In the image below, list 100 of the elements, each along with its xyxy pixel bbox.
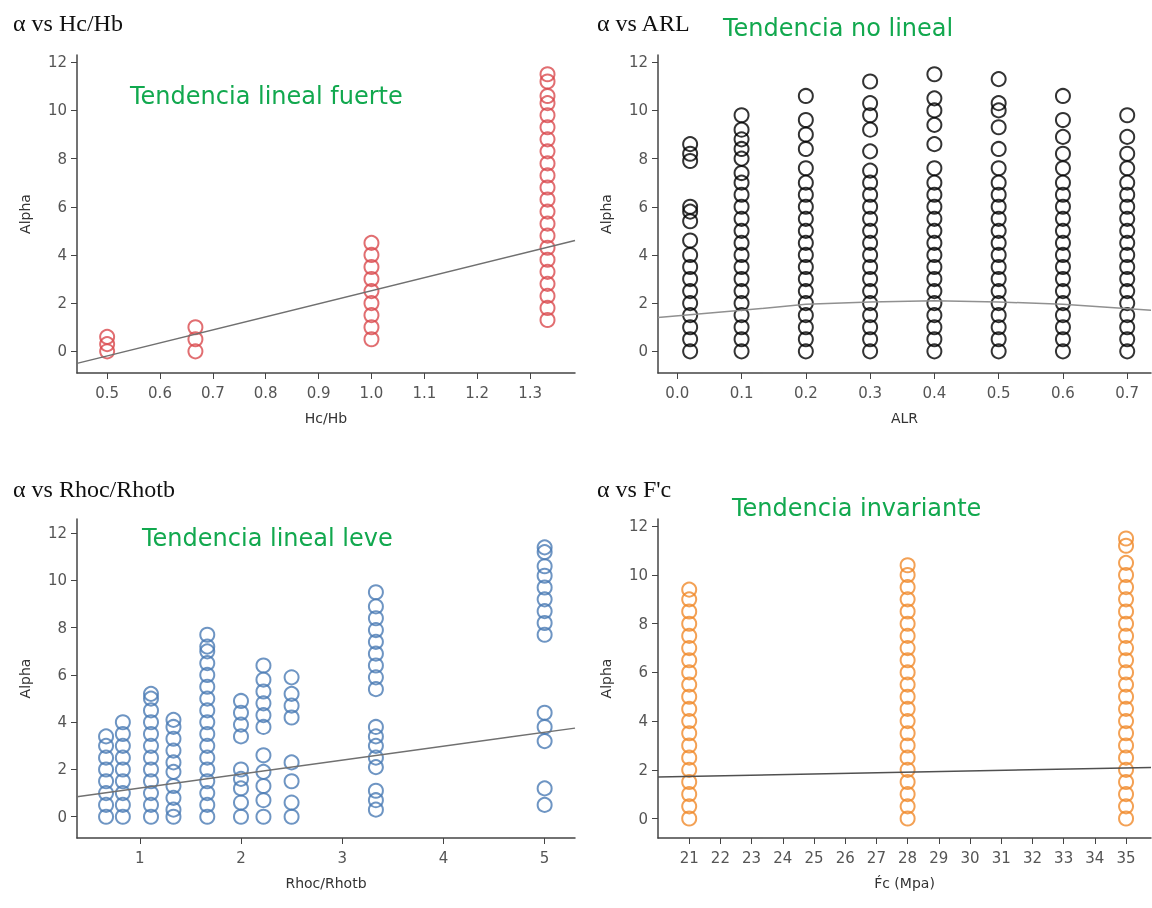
y-tick-label: 4	[638, 712, 648, 731]
x-tick-label: 2	[236, 848, 246, 867]
point	[539, 119, 556, 136]
point	[539, 143, 556, 160]
line-series	[657, 299, 1152, 319]
point	[363, 319, 380, 336]
y-tick-label: 2	[638, 760, 648, 779]
y-tick-label: 10	[47, 571, 67, 590]
y-tick-label: 6	[57, 197, 67, 216]
point	[539, 167, 556, 184]
point	[539, 215, 556, 232]
y-tick-label: 12	[628, 517, 648, 536]
y-tick-label: 4	[57, 245, 67, 264]
point	[539, 287, 556, 304]
point	[539, 299, 556, 316]
annotation: Tendencia invariante	[731, 494, 982, 522]
x-tick-label: 0.6	[1051, 383, 1075, 402]
y-tick-label: 6	[638, 663, 648, 682]
y-tick-label: 6	[57, 665, 67, 684]
point	[539, 66, 556, 83]
point	[539, 179, 556, 196]
point	[539, 107, 556, 124]
y-tick-label: 10	[628, 566, 648, 585]
x-tick-label: 33	[1054, 848, 1074, 867]
y-tick-label: 4	[638, 245, 648, 264]
x-tick-label: 1	[134, 848, 145, 867]
point	[539, 131, 556, 148]
point	[187, 319, 204, 336]
text: Tendencia no lineal	[722, 14, 954, 42]
point	[539, 227, 556, 244]
x-axis-title: ALR	[890, 410, 919, 426]
x-tick-label: 0.3	[858, 383, 883, 402]
point	[363, 234, 380, 251]
point	[99, 343, 116, 360]
x-tick-label: 1.0	[359, 383, 384, 402]
x-tick-label: 1.3	[518, 383, 542, 402]
point	[539, 251, 556, 268]
x-tick-label: 0.2	[793, 383, 818, 402]
x-tick-label: 0.9	[306, 383, 331, 402]
y-tick-label: 10	[628, 101, 648, 120]
chart-title: α vs Rhoc/Rhotb	[13, 476, 175, 502]
x-tick-label: 0.5	[95, 383, 120, 402]
annotation: Tendencia lineal leve	[141, 524, 393, 552]
x-tick-label: 24	[773, 848, 793, 867]
x-tick-label: 0.8	[253, 383, 278, 402]
y-tick-label: 2	[57, 294, 67, 313]
x-tick-label: 0.4	[922, 383, 947, 402]
point	[363, 271, 380, 288]
point	[539, 263, 556, 280]
x-tick-label: 23	[742, 848, 762, 867]
x-tick-label: 1.2	[465, 383, 490, 402]
chart-title: α vs ARL	[597, 10, 690, 36]
point	[363, 283, 380, 300]
y-axis-title: Alpha	[17, 194, 33, 234]
x-axis-title: F́c (Mpa)	[874, 875, 935, 891]
x-tick-label: 34	[1085, 848, 1105, 867]
y-tick-label: 8	[638, 149, 648, 168]
point	[99, 328, 116, 345]
point	[539, 87, 556, 104]
x-tick-label: 0.5	[986, 383, 1011, 402]
y-tick-label: 6	[638, 197, 648, 216]
x-tick-label: 25	[804, 848, 824, 867]
y-tick-label: 0	[57, 342, 67, 361]
y-tick-label: 12	[628, 53, 648, 72]
y-axis-title: Alpha	[598, 658, 614, 699]
point	[363, 331, 380, 348]
point	[99, 336, 116, 353]
chart-title: α vs Hc/Hb	[13, 10, 123, 36]
y-tick-label: 2	[57, 760, 67, 779]
point	[539, 239, 556, 256]
x-tick-label: 22	[710, 848, 730, 867]
x-tick-label: 29	[929, 848, 949, 867]
point	[363, 246, 380, 263]
point	[539, 312, 556, 328]
point	[539, 95, 556, 112]
point	[539, 73, 556, 90]
x-tick-label: 0.7	[1115, 383, 1140, 402]
x-tick-label: 5	[539, 848, 550, 867]
x-tick-label: 0.0	[665, 383, 690, 402]
x-tick-label: 0.1	[729, 383, 754, 402]
y-tick-label: 8	[638, 614, 648, 633]
y-tick-label: 0	[638, 809, 648, 828]
point	[539, 203, 556, 220]
x-tick-label: 30	[960, 848, 980, 867]
chart-title: α vs F'c	[597, 476, 672, 502]
x-tick-label: 28	[898, 848, 918, 867]
point	[363, 295, 380, 312]
y-axis-title: Alpha	[598, 194, 614, 234]
point	[187, 331, 204, 348]
x-axis-title: Rhoc/Rhotb	[285, 875, 367, 891]
y-tick-label: 12	[47, 53, 67, 72]
y-tick-label: 0	[638, 342, 648, 361]
annotation: Tendencia lineal fuerte	[129, 82, 403, 110]
x-tick-label: 27	[866, 848, 886, 867]
x-tick-label: 35	[1116, 848, 1136, 867]
point	[187, 343, 204, 360]
x-tick-label: 3	[337, 848, 347, 867]
x-tick-label: 21	[679, 848, 699, 867]
y-tick-label: 0	[57, 807, 67, 826]
x-tick-label: 26	[835, 848, 855, 867]
